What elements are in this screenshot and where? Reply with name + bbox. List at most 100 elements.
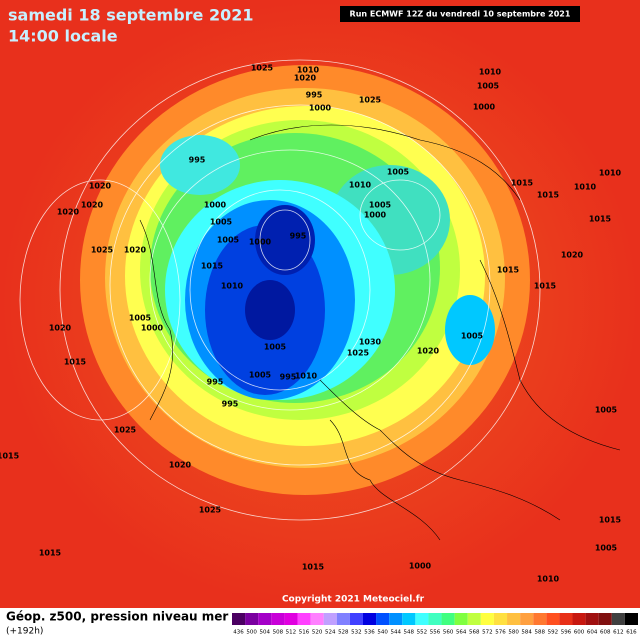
isobar-label: 1015 xyxy=(537,191,560,200)
isobar-label: 1010 xyxy=(479,68,502,77)
isobar-label: 1005 xyxy=(369,201,392,210)
scale-swatch xyxy=(428,613,442,625)
scale-swatch xyxy=(232,613,246,625)
isobar-label: 1000 xyxy=(204,201,227,210)
scale-swatch xyxy=(585,613,599,625)
scale-label: 504 xyxy=(259,630,270,636)
scale-swatch xyxy=(415,613,429,625)
geopotential-field xyxy=(80,65,530,495)
coastlines xyxy=(139,124,621,541)
isobar-label: 995 xyxy=(222,400,239,409)
scale-label: 556 xyxy=(430,630,441,636)
scale-label: 560 xyxy=(443,630,454,636)
isobar-label: 1015 xyxy=(599,516,622,525)
isobar-label: 1015 xyxy=(201,262,224,271)
scale-swatch xyxy=(349,613,363,625)
scale-label: 588 xyxy=(535,630,546,636)
isobar-label: 1010 xyxy=(574,183,597,192)
scale-swatch xyxy=(271,613,285,625)
scale-label: 612 xyxy=(613,630,624,636)
scale-label: 520 xyxy=(312,630,323,636)
scale-swatch xyxy=(362,613,377,625)
scale-swatch xyxy=(402,613,416,625)
scale-swatch xyxy=(559,613,573,625)
isobar-label: 1005 xyxy=(387,168,410,177)
isobar-label: 1025 xyxy=(199,506,222,515)
isobar-label: 1020 xyxy=(169,461,192,470)
isobar-label: 1030 xyxy=(359,338,382,347)
scale-swatch xyxy=(389,613,403,625)
isobar-label: 1005 xyxy=(217,236,240,245)
forecast-time: 14:00 locale xyxy=(8,27,118,46)
color-scale: 436 500 504 508 512 516 520 524 528 532 536 540 544 5… xyxy=(232,613,638,636)
isobar-label: 1010 xyxy=(295,372,318,381)
scale-swatch xyxy=(441,613,455,625)
scale-swatch xyxy=(572,613,586,625)
isobar-label: 1005 xyxy=(249,371,272,380)
scale-label: 572 xyxy=(482,630,493,636)
isobar-label: 1025 xyxy=(347,349,370,358)
scale-swatch xyxy=(336,613,350,625)
scale-label: 532 xyxy=(351,630,362,636)
scale-label: 600 xyxy=(574,630,585,636)
scale-label: 436 xyxy=(233,630,244,636)
scale-swatch xyxy=(467,613,481,625)
isobar-label: 1005 xyxy=(264,343,287,352)
run-info: Run ECMWF 12Z du vendredi 10 septembre 2… xyxy=(350,10,571,19)
isobar-label: 1000 xyxy=(364,211,387,220)
scale-swatch xyxy=(520,613,534,625)
scale-label: 616 xyxy=(626,630,637,636)
isobar-label: 1010 xyxy=(297,66,320,75)
scale-label: 576 xyxy=(495,630,506,636)
scale-swatch xyxy=(533,613,547,625)
scale-label: 508 xyxy=(273,630,284,636)
forecast-date: samedi 18 septembre 2021 xyxy=(8,6,253,25)
footer-title: Géop. z500, pression niveau mer xyxy=(6,610,228,624)
isobar-label: 1005 xyxy=(477,82,500,91)
scale-label: 524 xyxy=(325,630,336,636)
isobar-label: 1020 xyxy=(57,208,80,217)
isobar-label: 1010 xyxy=(599,169,622,178)
isobar-label: 1025 xyxy=(251,64,274,73)
isobar-label: 1000 xyxy=(309,104,332,113)
isobar-label: 1020 xyxy=(89,182,112,191)
scale-label: 564 xyxy=(456,630,467,636)
isobar-label: 1015 xyxy=(534,282,557,291)
scale-label: 604 xyxy=(587,630,598,636)
isobar-label: 1005 xyxy=(129,314,152,323)
scale-label: 540 xyxy=(377,630,388,636)
isobar-label: 1020 xyxy=(561,251,584,260)
isobar-label: 1020 xyxy=(81,201,104,210)
isobar-label: 1015 xyxy=(0,452,20,461)
scale-label: 608 xyxy=(600,630,611,636)
run-box xyxy=(340,6,580,22)
copyright: Copyright 2021 Meteociel.fr xyxy=(282,595,425,605)
scale-swatch xyxy=(310,613,324,625)
isobar-label: 1020 xyxy=(49,324,72,333)
isobar-label: 1015 xyxy=(302,563,325,572)
scale-label: 548 xyxy=(404,630,415,636)
scale-label: 592 xyxy=(548,630,559,636)
isobar-label: 995 xyxy=(280,373,297,382)
isobar-label: 1005 xyxy=(461,332,484,341)
isobar-label: 1010 xyxy=(349,181,372,190)
scale-label: 544 xyxy=(390,630,401,636)
isobar-label: 1000 xyxy=(141,324,164,333)
scale-swatch xyxy=(297,613,311,625)
isobar-label: 1010 xyxy=(537,575,560,584)
scale-label: 500 xyxy=(246,630,257,636)
isobars xyxy=(19,59,541,521)
scale-label: 512 xyxy=(286,630,297,636)
isobar-labels: 1025102010109951000102510101005100099510… xyxy=(0,64,622,584)
isobar-label: 1025 xyxy=(91,246,114,255)
isobar-label: 1015 xyxy=(39,549,62,558)
isobar-label: 1000 xyxy=(473,103,496,112)
scale-swatch xyxy=(258,613,272,625)
isobar-label: 995 xyxy=(189,156,206,165)
isobar-label: 1005 xyxy=(595,406,618,415)
isobar-label: 1025 xyxy=(114,426,137,435)
isobar-label: 1015 xyxy=(64,358,87,367)
scale-swatch xyxy=(611,613,625,625)
scale-swatch xyxy=(480,613,494,625)
